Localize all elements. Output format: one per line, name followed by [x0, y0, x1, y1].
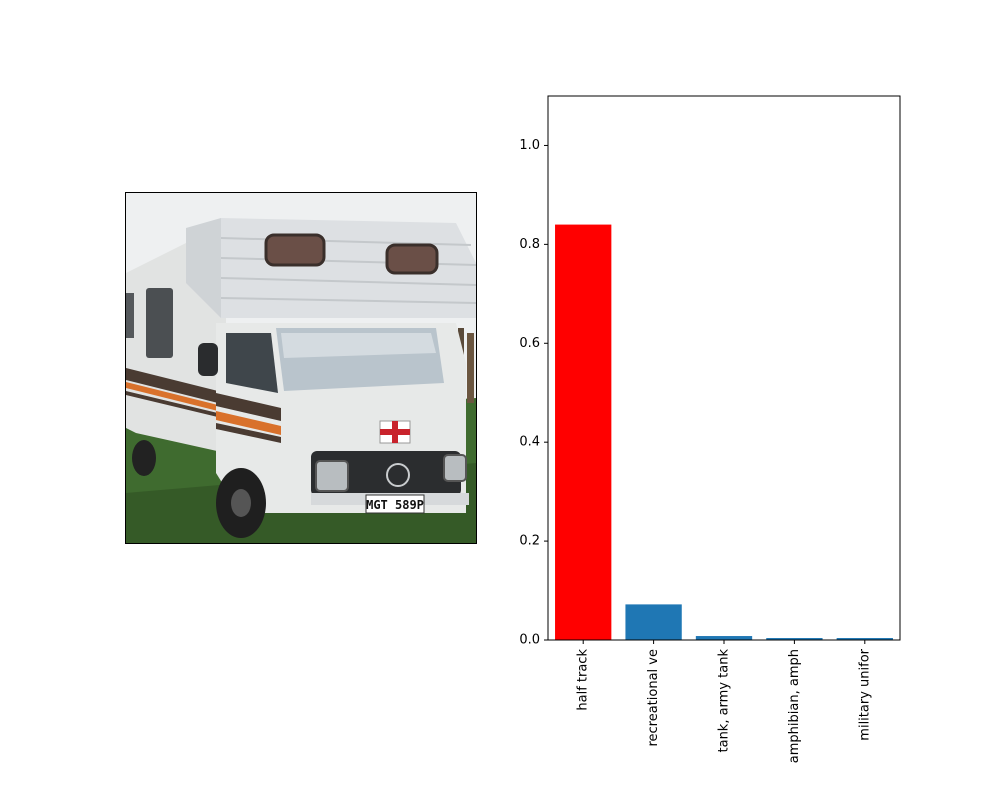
y-tick-label: 0.6: [519, 336, 540, 351]
rear-wheel: [132, 440, 156, 476]
headlight-right: [443, 454, 467, 482]
y-tick-label: 1.0: [519, 138, 540, 153]
cab-side-window: [226, 333, 278, 393]
bar-4: [836, 638, 893, 640]
motorhome-photo: MGT 589P: [126, 193, 476, 543]
bar-2: [695, 636, 753, 640]
x-axis: half track recreational ve tank, army tank…: [576, 640, 872, 763]
roof-window-right: [385, 243, 439, 275]
y-tick-label: 0.2: [519, 534, 540, 549]
bars: [555, 224, 893, 640]
x-tick-label: military unifor: [857, 648, 872, 740]
bar-0: [555, 224, 612, 640]
plot-frame: [547, 95, 901, 641]
y-tick-label: 0.0: [519, 633, 540, 648]
headlight-left: [315, 460, 349, 492]
bar-1: [625, 604, 682, 640]
license-plate: [365, 494, 425, 514]
badge-icon: [386, 463, 410, 487]
x-tick-label: tank, army tank: [717, 649, 732, 753]
x-tick-label: recreational ve: [646, 649, 661, 747]
license-plate-text: MGT 589P: [366, 498, 424, 512]
side-mirror: [198, 343, 218, 376]
roof-window-left: [264, 233, 326, 267]
input-image: MGT 589P: [125, 192, 477, 544]
y-tick-label: 0.8: [519, 237, 540, 252]
x-tick-label: amphibian, amph: [787, 649, 802, 763]
y-tick-label: 0.4: [519, 435, 540, 450]
bar-3: [766, 638, 823, 640]
y-axis: 0.0 0.2 0.4 0.6 0.8 1.0: [519, 138, 548, 648]
x-tick-label: half track: [576, 649, 591, 711]
rear-window: [146, 288, 173, 358]
